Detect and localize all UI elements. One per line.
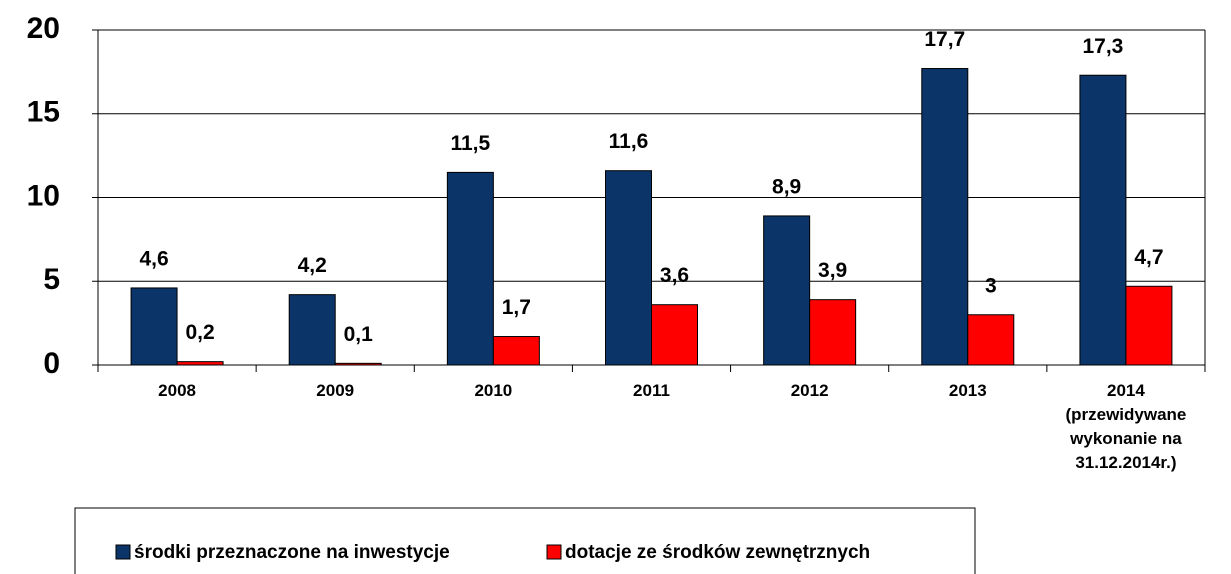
x-tick-label-line: 2012 [791, 381, 829, 400]
x-tick-label: 2011 [633, 381, 670, 400]
x-tick-label: 2009 [316, 381, 354, 400]
x-tick-label: 2010 [474, 381, 512, 400]
x-tick-label: 2014 (przewidywane wykonanie na 31.12.2014r… [1065, 381, 1186, 472]
bar [492, 336, 540, 366]
data-label: 17,3 [1082, 35, 1123, 58]
data-label: 8,9 [772, 175, 801, 198]
data-label: 3 [985, 274, 997, 297]
data-label: 3,9 [818, 259, 847, 282]
bar [1079, 74, 1127, 366]
data-label: 3,6 [660, 264, 689, 287]
x-tick-label-line: 2013 [949, 381, 987, 400]
x-tick-label-line: 31.12.2014r.) [1075, 453, 1176, 472]
bar [446, 171, 494, 366]
y-tick-label: 5 [43, 263, 60, 296]
bar [967, 314, 1015, 366]
legend-swatch [115, 544, 131, 560]
x-tick-label: 2012 [791, 381, 829, 400]
y-tick-label: 0 [43, 347, 60, 380]
x-tick-label-line: 2011 [633, 381, 670, 400]
x-tick-label: 2008 [158, 381, 196, 400]
bar [176, 361, 224, 366]
x-tick-label-line: 2009 [316, 381, 354, 400]
legend-swatch [546, 544, 562, 560]
legend-box [74, 507, 976, 574]
x-tick-label-line: 2008 [158, 381, 196, 400]
data-label: 11,6 [609, 130, 649, 153]
x-tick-label: 2013 [949, 381, 987, 400]
data-label: 1,7 [502, 296, 531, 319]
x-tick-label-line: 2014 [1107, 381, 1145, 400]
data-label: 4,7 [1134, 246, 1163, 269]
legend-label: dotacje ze środków zewnętrznych [565, 542, 870, 563]
bar [921, 68, 969, 366]
y-tick-label: 10 [27, 179, 60, 212]
y-tick-label: 15 [27, 96, 60, 129]
bar [334, 362, 382, 366]
bar [1125, 285, 1173, 366]
bar [763, 215, 811, 366]
bar [130, 287, 178, 366]
bar [605, 170, 652, 366]
data-label: 0,1 [344, 323, 374, 346]
data-label: 4,6 [139, 247, 168, 270]
legend-label: środki przeznaczone na inwestycje [134, 542, 450, 563]
data-label: 17,7 [924, 28, 965, 51]
data-label: 11,5 [450, 132, 490, 155]
bar [288, 294, 336, 366]
data-label: 4,2 [298, 254, 327, 277]
y-tick-label: 20 [27, 12, 60, 45]
x-tick-label-line: wykonanie na [1069, 429, 1182, 448]
x-tick-label-line: (przewidywane [1065, 405, 1186, 424]
bar [651, 304, 698, 366]
bar [809, 299, 857, 366]
data-label: 0,2 [185, 321, 214, 344]
x-tick-label-line: 2010 [474, 381, 512, 400]
